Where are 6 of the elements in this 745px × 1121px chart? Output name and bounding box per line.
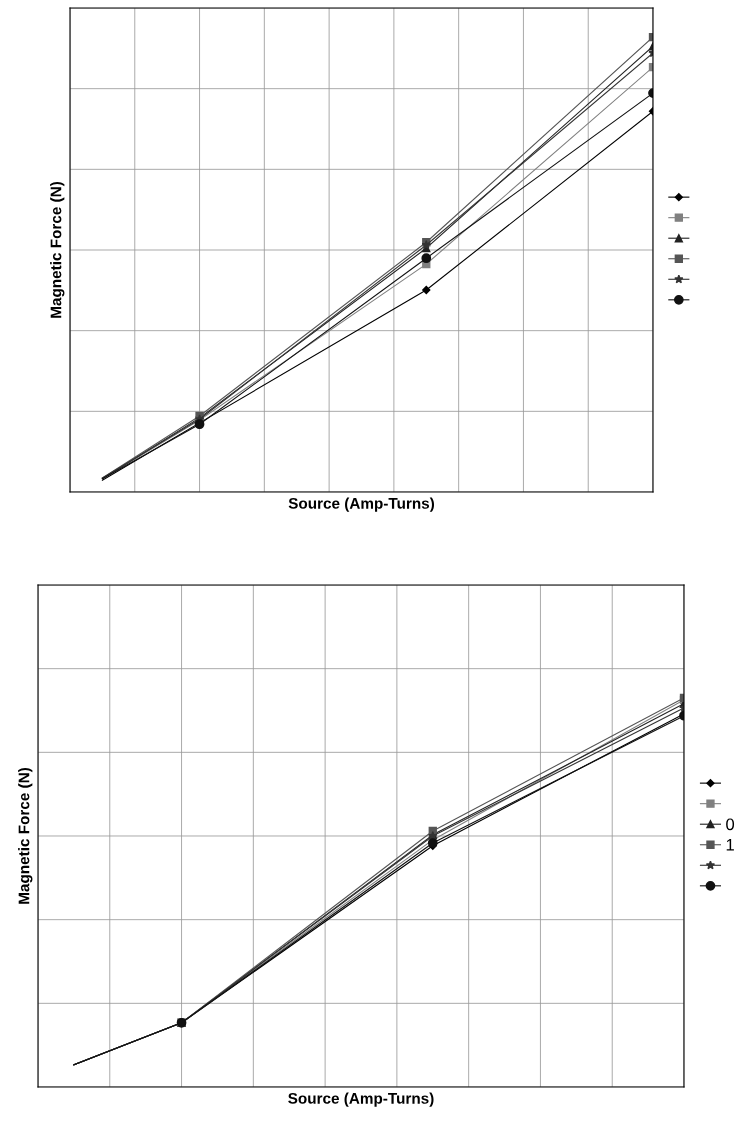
x-axis-title: Source (Amp-Turns) <box>288 497 435 512</box>
y-axis-title: Magnetic Force (N) <box>18 768 33 904</box>
legend-label: 0 <box>726 818 735 831</box>
x-axis-title: Source (Amp-Turns) <box>288 1092 434 1107</box>
y-axis-title: Magnetic Force (N) <box>50 182 65 318</box>
legend-label: 1 <box>726 839 734 851</box>
